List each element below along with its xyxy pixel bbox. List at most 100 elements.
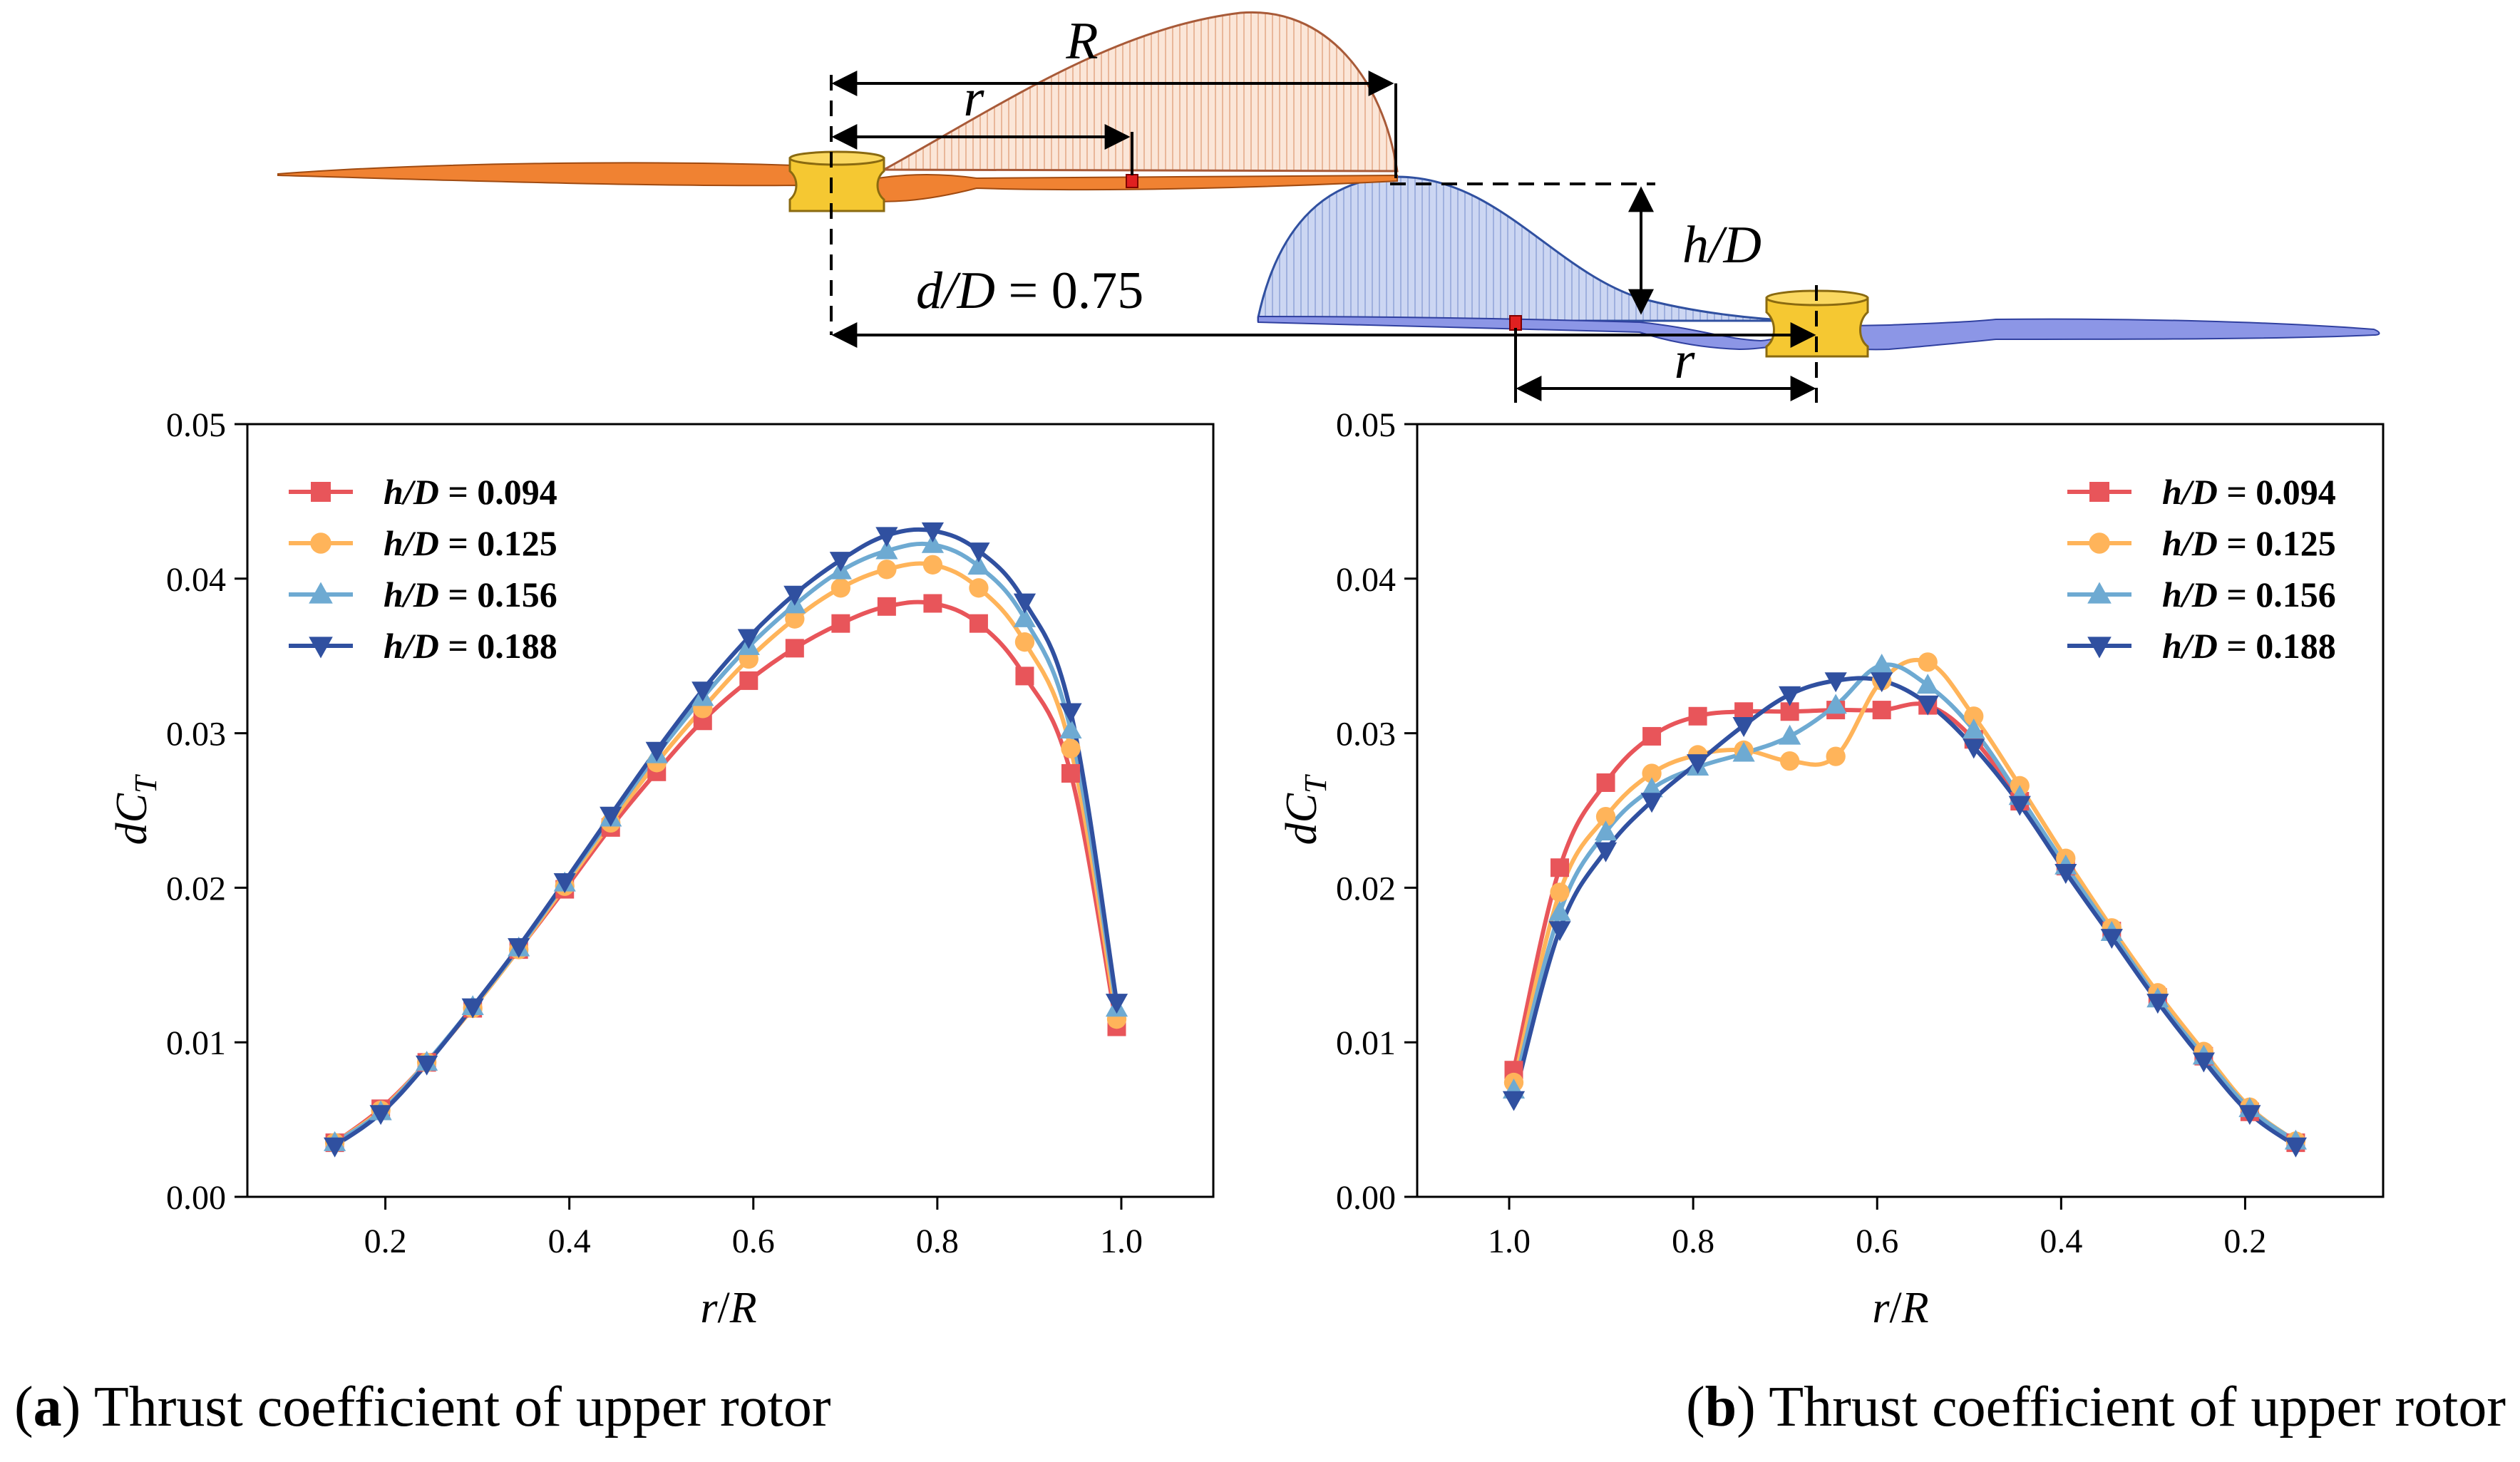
chart-a-ylabel-main: dC	[108, 793, 156, 845]
chart-b-x-tick-label: 1.0	[1488, 1222, 1531, 1260]
upper-marker-square	[1126, 174, 1138, 188]
chart-a-legend-label: h/D = 0.188	[384, 626, 557, 666]
chart-b-series-3-point	[1963, 738, 1985, 759]
caption-b-open-paren: (	[1686, 1376, 1705, 1438]
chart-b-legend-label-var: h/D	[2162, 575, 2218, 614]
chart-b-legend-label-value: = 0.156	[2218, 575, 2336, 614]
chart-a-xlabel-sep: /	[718, 1284, 731, 1332]
chart-b-series-1-point	[1595, 807, 1616, 827]
chart-a-series-0-point	[831, 614, 850, 633]
chart-b-series-3-point	[1732, 717, 1755, 738]
chart-a-series-2-point	[967, 555, 990, 575]
chart-b-series-0-point	[1872, 701, 1891, 720]
chart-b-series-1-point	[1550, 882, 1570, 902]
chart-b-legend-label: h/D = 0.125	[2162, 523, 2336, 563]
chart-a-series-3-point	[600, 806, 622, 827]
chart-a-series-1-point	[785, 609, 805, 629]
chart-b-series-1-point	[1779, 751, 1800, 771]
chart-b: 0.00 0.01 0.02 0.03 0.04 0.05 1.0 0.8 0.6 0.4 0.2…	[1277, 406, 2385, 1332]
chart-b-series-0-point	[1550, 858, 1570, 877]
chart-b-legend-label: h/D = 0.094	[2162, 472, 2336, 512]
chart-b-series-2-point	[1871, 653, 1893, 674]
caption-a-text: Thrust coefficient of upper rotor	[81, 1376, 830, 1438]
chart-b-y-tick-label: 0.03	[1336, 716, 1396, 753]
chart-a-x-tick-label: 1.0	[1100, 1222, 1143, 1260]
chart-a-series-3-point	[783, 585, 806, 606]
chart-a-legend-marker	[309, 637, 333, 659]
chart-a-series-0-point	[923, 594, 942, 613]
caption-b-text: Thrust coefficient of upper rotor	[1756, 1376, 2506, 1438]
chart-b-series-3-point	[2008, 796, 2031, 816]
chart-a-xlabel-var2: R	[729, 1284, 757, 1332]
chart-b-legend-label-var: h/D	[2162, 523, 2218, 563]
chart-a-y-tick-label: 0.01	[166, 1024, 226, 1062]
chart-a-series-1-point	[1014, 632, 1035, 652]
caption-a-open-paren: (	[14, 1376, 34, 1438]
chart-a-series-3-point	[737, 629, 760, 649]
chart-b-legend-label: h/D = 0.156	[2162, 575, 2336, 614]
chart-a-series-0-point	[877, 597, 896, 616]
chart-b-series-3-point	[2100, 929, 2123, 949]
dD-label-var: d/D	[916, 262, 995, 320]
caption-b: (b) Thrust coefficient of upper rotor	[1686, 1376, 2506, 1438]
caption-a-letter: a	[34, 1376, 62, 1438]
chart-a-x-axis-label: r/R	[700, 1284, 756, 1332]
caption-a-close-paren: )	[62, 1376, 81, 1438]
chart-a-series-2-point	[1013, 607, 1037, 627]
chart-b-series-0-point	[1688, 706, 1707, 726]
dD-label-value: = 0.75	[995, 262, 1143, 320]
lower-load-distribution	[1257, 175, 1797, 322]
chart-a-y-tick-label: 0.05	[166, 406, 226, 444]
chart-a-series-3-point	[1013, 593, 1037, 614]
chart-b-series-3-point	[1594, 842, 1618, 863]
chart-a-y-tick-label: 0.04	[166, 561, 226, 599]
upper-r-label: r	[964, 69, 985, 128]
chart-a-series-3-point	[645, 741, 668, 762]
chart-a-series-group	[323, 522, 1128, 1158]
chart-b-legend-marker	[2089, 482, 2109, 502]
chart-a-series-1-point	[877, 560, 897, 580]
chart-b-legend-marker	[2087, 582, 2112, 604]
chart-b-ylabel-main: dC	[1277, 793, 1326, 845]
chart-b-series-2-point	[1963, 719, 1985, 738]
chart-a-series-1-point	[922, 555, 943, 575]
chart-b-series-3-line	[1511, 676, 2298, 1148]
chart-b-legend-label-value: = 0.125	[2218, 523, 2336, 563]
chart-b-legend-label-value: = 0.188	[2218, 626, 2336, 666]
chart-a-series-0-point	[969, 614, 988, 633]
chart-a-legend-label-var: h/D	[384, 523, 439, 563]
chart-a-series-3-point	[1059, 703, 1082, 724]
chart-b-legend-label-value: = 0.094	[2218, 472, 2336, 512]
upper-hub	[788, 150, 885, 212]
chart-a-legend-label: h/D = 0.125	[384, 523, 557, 563]
dD-label: d/D = 0.75	[916, 262, 1143, 320]
chart-a-legend-label-value: = 0.125	[439, 523, 557, 563]
caption-a: (a) Thrust coefficient of upper rotor	[14, 1376, 831, 1438]
chart-a-series-1-point	[969, 578, 989, 598]
chart-b-series-0-point	[1642, 726, 1662, 746]
chart-a-series-3-point	[461, 998, 484, 1019]
chart-a-series-0-point	[1015, 666, 1034, 686]
chart-b-series-1-point	[1642, 763, 1662, 783]
chart-b-series-group	[1502, 652, 2308, 1158]
chart-b-series-3-point	[1824, 672, 1847, 693]
chart-b-series-3-point	[1779, 686, 1801, 706]
chart-b-series-2-point	[1732, 741, 1755, 762]
chart-a-legend-label-value: = 0.156	[439, 575, 557, 614]
chart-b-series-1-line	[1511, 657, 2298, 1143]
chart-b-legend-label: h/D = 0.188	[2162, 626, 2336, 666]
chart-a-legend-label-var: h/D	[384, 472, 439, 512]
upper-load-distribution	[880, 11, 1399, 173]
R-label: R	[1065, 12, 1098, 71]
chart-a-series-3-point	[323, 1137, 346, 1158]
chart-a-ylabel-sub: T	[128, 773, 163, 793]
chart-a-series-2-point	[921, 532, 945, 553]
chart-b-series-3-point	[2284, 1137, 2308, 1158]
chart-a-series-2-point	[1059, 719, 1082, 738]
chart-a-legend-marker	[309, 582, 333, 604]
chart-b-legend-label-var: h/D	[2162, 472, 2218, 512]
chart-a-x-axis: 0.2 0.4 0.6 0.8 1.0	[364, 1197, 1143, 1260]
chart-b-xlabel-sep: /	[1890, 1284, 1903, 1332]
